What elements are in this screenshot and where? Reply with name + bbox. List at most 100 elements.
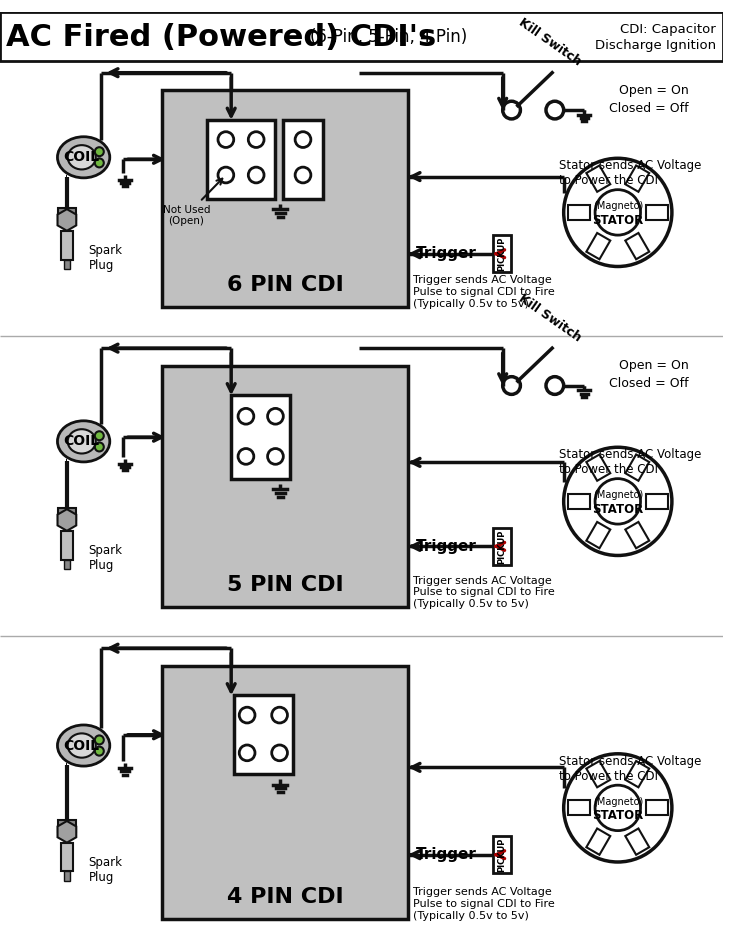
Ellipse shape — [57, 137, 110, 178]
Bar — [283, 120, 323, 199]
Bar — [58, 208, 76, 220]
Bar — [232, 395, 290, 479]
Text: Stator sends AC Voltage
to Power the CDI: Stator sends AC Voltage to Power the CDI — [559, 755, 701, 783]
Text: PICKUP: PICKUP — [497, 236, 506, 271]
Text: Closed = Off: Closed = Off — [609, 377, 689, 390]
Text: Discharge Ignition: Discharge Ignition — [595, 39, 716, 51]
Polygon shape — [646, 801, 667, 816]
Ellipse shape — [57, 421, 110, 462]
Bar — [58, 821, 76, 832]
Polygon shape — [646, 205, 667, 220]
Circle shape — [95, 736, 104, 744]
Text: (Magneto): (Magneto) — [592, 490, 643, 501]
Circle shape — [218, 168, 234, 183]
Ellipse shape — [57, 725, 110, 766]
Text: STATOR: STATOR — [592, 214, 643, 227]
Text: Open = On: Open = On — [619, 359, 689, 372]
Text: Trigger sends AC Voltage
Pulse to signal CDI to Fire
(Typically 0.5v to 5v): Trigger sends AC Voltage Pulse to signal… — [413, 275, 555, 308]
Circle shape — [595, 785, 640, 831]
Ellipse shape — [68, 733, 96, 758]
Polygon shape — [587, 166, 610, 191]
Circle shape — [248, 168, 264, 183]
Polygon shape — [568, 494, 589, 509]
Circle shape — [564, 158, 672, 267]
Text: COIL: COIL — [64, 150, 100, 165]
Polygon shape — [57, 209, 76, 230]
Circle shape — [95, 431, 104, 440]
Circle shape — [95, 746, 104, 756]
Text: Trigger: Trigger — [416, 539, 477, 554]
Circle shape — [272, 707, 287, 723]
Circle shape — [248, 131, 264, 148]
Ellipse shape — [68, 145, 96, 169]
Text: COIL: COIL — [64, 434, 100, 448]
Polygon shape — [625, 761, 649, 787]
Polygon shape — [587, 454, 610, 481]
Bar — [64, 260, 70, 269]
Text: STATOR: STATOR — [592, 809, 643, 823]
Text: Open = On: Open = On — [619, 84, 689, 97]
Bar — [207, 120, 276, 199]
Circle shape — [564, 447, 672, 555]
Bar — [64, 560, 70, 569]
Polygon shape — [587, 233, 610, 259]
Circle shape — [295, 131, 311, 148]
Bar — [61, 531, 73, 560]
Text: Trigger: Trigger — [416, 247, 477, 261]
Circle shape — [595, 189, 640, 235]
Bar — [493, 527, 511, 565]
Circle shape — [95, 443, 104, 451]
Bar — [162, 90, 408, 307]
Bar — [162, 366, 408, 606]
Polygon shape — [587, 761, 610, 787]
Polygon shape — [625, 454, 649, 481]
Circle shape — [218, 131, 234, 148]
Text: 5 PIN CDI: 5 PIN CDI — [227, 575, 343, 595]
Circle shape — [240, 745, 255, 761]
Polygon shape — [587, 522, 610, 548]
Circle shape — [595, 479, 640, 525]
Polygon shape — [57, 509, 76, 531]
Text: Closed = Off: Closed = Off — [609, 102, 689, 114]
Bar — [234, 695, 293, 774]
Bar — [58, 508, 76, 520]
Text: Spark
Plug: Spark Plug — [88, 856, 123, 883]
Circle shape — [564, 754, 672, 862]
Text: (Magneto): (Magneto) — [592, 202, 643, 211]
Polygon shape — [646, 494, 667, 509]
Bar — [162, 665, 408, 919]
Polygon shape — [625, 233, 649, 259]
Text: Trigger: Trigger — [416, 847, 477, 863]
Text: Kill Switch: Kill Switch — [517, 291, 584, 345]
Circle shape — [268, 448, 283, 465]
Bar — [61, 230, 73, 260]
Bar — [64, 871, 70, 881]
Polygon shape — [625, 522, 649, 548]
Bar — [493, 836, 511, 873]
Text: STATOR: STATOR — [592, 503, 643, 516]
Circle shape — [240, 707, 255, 723]
Ellipse shape — [68, 429, 96, 453]
Polygon shape — [568, 205, 589, 220]
Circle shape — [95, 158, 104, 168]
Circle shape — [95, 148, 104, 156]
Text: PICKUP: PICKUP — [497, 529, 506, 564]
Circle shape — [238, 408, 254, 425]
Polygon shape — [625, 828, 649, 855]
Text: (6-Pin, 5-Pin, 4 Pin): (6-Pin, 5-Pin, 4 Pin) — [310, 29, 467, 47]
Text: 4 PIN CDI: 4 PIN CDI — [227, 887, 343, 907]
Text: 6 PIN CDI: 6 PIN CDI — [227, 275, 344, 295]
Text: Trigger sends AC Voltage
Pulse to signal CDI to Fire
(Typically 0.5v to 5v): Trigger sends AC Voltage Pulse to signal… — [413, 887, 555, 921]
Circle shape — [238, 448, 254, 465]
Text: Spark
Plug: Spark Plug — [88, 544, 123, 572]
Text: CDI: Capacitor: CDI: Capacitor — [620, 23, 716, 36]
Text: PICKUP: PICKUP — [497, 838, 506, 872]
Circle shape — [272, 745, 287, 761]
Text: Stator sends AC Voltage
to Power the CDI: Stator sends AC Voltage to Power the CDI — [559, 159, 701, 187]
Polygon shape — [568, 801, 589, 816]
Bar — [61, 843, 73, 871]
Text: (Magneto): (Magneto) — [592, 797, 643, 807]
Bar — [493, 235, 511, 272]
Text: Not Used
(Open): Not Used (Open) — [162, 179, 222, 227]
Text: Stator sends AC Voltage
to Power the CDI: Stator sends AC Voltage to Power the CDI — [559, 448, 701, 476]
